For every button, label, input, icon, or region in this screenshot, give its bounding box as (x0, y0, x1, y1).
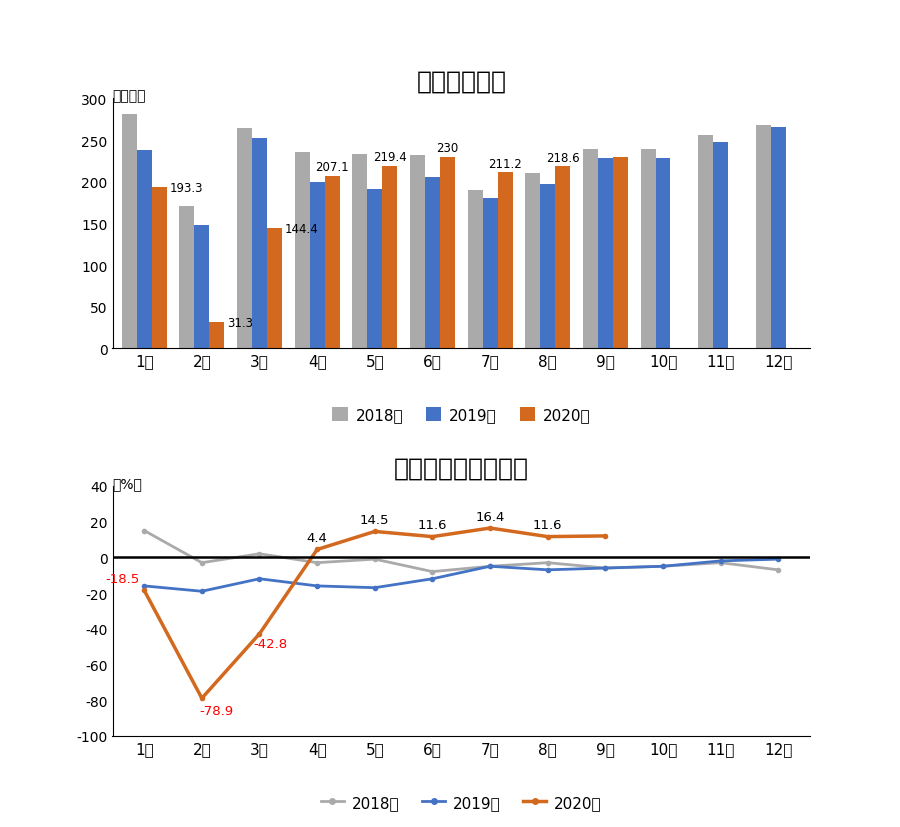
Text: 4.4: 4.4 (307, 532, 328, 544)
Bar (137, 151, 152, 349)
Bar (482, 199, 498, 349)
Title: 汽车月度销量: 汽车月度销量 (416, 69, 506, 93)
Bar (210, 323, 224, 349)
Bar (367, 190, 382, 349)
Bar (310, 183, 325, 349)
Bar (468, 191, 482, 349)
Bar (179, 207, 194, 349)
Bar (555, 167, 571, 349)
Bar (294, 152, 310, 349)
Bar (237, 128, 252, 349)
Bar (382, 166, 397, 349)
Text: 211.2: 211.2 (488, 158, 522, 170)
Bar (325, 177, 339, 349)
Text: -78.9: -78.9 (199, 704, 233, 717)
Bar (152, 188, 166, 349)
Bar (598, 159, 613, 349)
Legend: 2018年, 2019年, 2020年: 2018年, 2019年, 2020年 (315, 789, 608, 815)
Bar (613, 157, 628, 349)
Text: 11.6: 11.6 (533, 519, 562, 532)
Bar (540, 185, 555, 349)
Bar (498, 173, 513, 349)
Text: （%）: （%） (112, 476, 142, 490)
Bar (641, 150, 655, 349)
Title: 汽车月度销量增长率: 汽车月度销量增长率 (394, 457, 529, 480)
Bar (770, 127, 786, 349)
Bar (756, 126, 770, 349)
Bar (713, 142, 728, 349)
Text: 14.5: 14.5 (360, 514, 390, 527)
Bar (526, 174, 540, 349)
Legend: 2018年, 2019年, 2020年: 2018年, 2019年, 2020年 (327, 402, 596, 429)
Text: （万辆）: （万辆） (112, 89, 146, 103)
Bar (252, 138, 267, 349)
Bar (425, 178, 440, 349)
Bar (440, 157, 454, 349)
Text: -42.8: -42.8 (254, 638, 288, 651)
Text: 16.4: 16.4 (475, 510, 505, 523)
Text: 207.1: 207.1 (315, 161, 349, 174)
Bar (194, 226, 210, 349)
Bar (122, 115, 137, 349)
Text: 230: 230 (436, 142, 458, 155)
Bar (267, 229, 282, 349)
Bar (698, 136, 713, 349)
Bar (655, 159, 670, 349)
Text: 11.6: 11.6 (418, 519, 447, 532)
Text: 193.3: 193.3 (170, 182, 203, 194)
Bar (410, 155, 425, 349)
Text: -18.5: -18.5 (105, 572, 140, 586)
Text: 218.6: 218.6 (546, 151, 580, 165)
Bar (583, 150, 598, 349)
Text: 31.3: 31.3 (228, 317, 253, 329)
Text: 219.4: 219.4 (373, 151, 407, 164)
Bar (352, 155, 367, 349)
Text: 144.4: 144.4 (285, 222, 319, 235)
